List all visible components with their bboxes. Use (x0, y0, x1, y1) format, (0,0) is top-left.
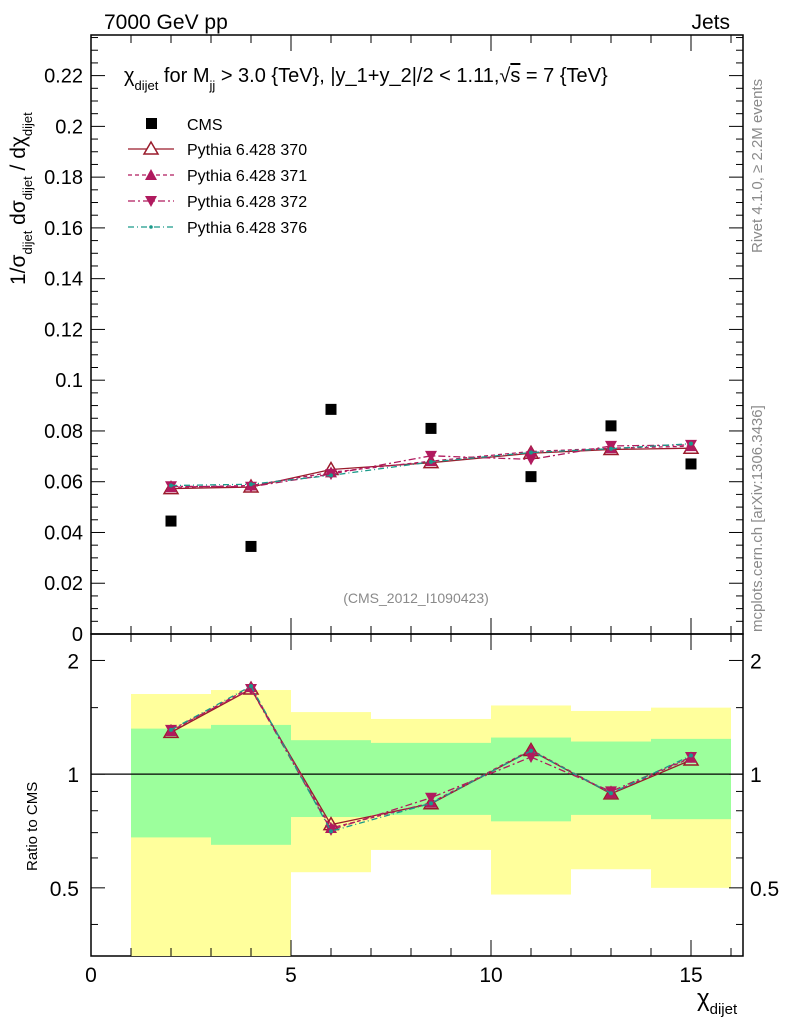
legend-marker-376 (149, 225, 153, 229)
series-point-372 (425, 450, 437, 462)
category-label: Jets (691, 11, 730, 34)
main-y-tick-label: 0.16 (44, 218, 83, 240)
cms-data-point (165, 515, 177, 527)
main-series-group (162, 403, 700, 552)
legend-marker-370 (142, 140, 160, 155)
legend-label-376: Pythia 6.428 376 (187, 220, 307, 237)
main-y-tick-label: 0.1 (55, 370, 83, 392)
legend-label-372: Pythia 6.428 372 (187, 194, 307, 211)
ratio-point-372 (245, 684, 257, 696)
x-axis-title: χdijet (697, 985, 738, 1018)
cms-data-point (325, 403, 337, 415)
band-inner-bin (571, 741, 651, 815)
x-tick-label: 15 (679, 964, 702, 987)
series-point-376 (169, 483, 173, 488)
series-point-376 (429, 459, 433, 464)
ratio-y-tick-label-right: 1 (750, 764, 762, 787)
uncertainty-bands (131, 690, 731, 956)
ratio-y-tick-label: 1 (67, 764, 79, 787)
main-y-tick-label: 0 (72, 624, 83, 646)
series-point-376 (329, 473, 333, 478)
plot-title: χdijet for Mjj > 3.0 {TeV}, |y_1+y_2|/2 … (124, 65, 608, 93)
series-point-372 (605, 440, 617, 452)
legend-marker-372 (145, 196, 157, 207)
x-tick-label: 5 (285, 964, 297, 987)
energy-label: 7000 GeV pp (104, 11, 228, 34)
main-y-tick-label: 0.06 (44, 472, 83, 494)
main-y-tick-label: 0.02 (44, 573, 83, 595)
band-inner-bin (211, 724, 291, 845)
ratio-plot-frame (90, 633, 744, 957)
series-point-372 (525, 454, 537, 466)
ratio-y-axis-title: Ratio to CMS (24, 782, 41, 871)
cms-data-point (425, 422, 437, 434)
main-y-tick-label: 0.2 (55, 116, 83, 138)
legend-label-370: Pythia 6.428 370 (187, 142, 307, 159)
band-inner-bin (131, 728, 211, 838)
x-tick-label: 10 (479, 964, 502, 987)
series-point-376 (529, 450, 533, 455)
legend-marker-cms (146, 118, 157, 129)
ratio-point-376 (249, 684, 253, 689)
ratio-y-axis: 0.5 0.5 1 1 2 2 (50, 650, 779, 925)
legend: CMS Pythia 6.428 370 Pythia 6.428 371 Py… (128, 117, 307, 237)
ratio-point-376 (169, 727, 173, 732)
ratio-point-376 (329, 829, 333, 834)
cms-data-point (245, 540, 257, 552)
main-y-tick-label: 0.22 (44, 66, 83, 88)
ratio-point-376 (529, 748, 533, 753)
ratio-y-tick-label: 2 (67, 650, 79, 673)
main-y-tick-label: 0.08 (44, 421, 83, 443)
x-tick-label: 0 (85, 964, 97, 987)
main-y-tick-label: 0.04 (44, 522, 83, 544)
cms-data-point (605, 420, 617, 432)
legend-label-371: Pythia 6.428 371 (187, 168, 307, 185)
analysis-tag: (CMS_2012_I1090423) (343, 590, 489, 606)
legend-label-cms: CMS (187, 117, 223, 134)
main-y-axis-title: 1/σdijet dσdijet / dχdijet (7, 112, 35, 285)
cms-data-point (525, 471, 537, 483)
main-y-tick-label: 0.14 (44, 269, 83, 291)
rivet-version-label: Rivet 4.1.0, ≥ 2.2M events (749, 79, 766, 253)
main-y-tick-label: 0.18 (44, 167, 83, 189)
ratio-point-376 (609, 791, 613, 796)
ratio-series-group (162, 680, 700, 836)
ratio-point-372 (525, 752, 537, 764)
series-point-376 (609, 446, 613, 451)
band-inner-bin (651, 738, 731, 820)
ratio-y-tick-label-right: 0.5 (750, 878, 779, 901)
x-axis: 0 5 10 15 (85, 35, 732, 987)
ratio-y-tick-label: 0.5 (50, 878, 79, 901)
ratio-point-372 (425, 792, 437, 804)
main-y-axis: 0 0.02 0.04 0.06 0.08 0.1 0.12 0.14 0.16 0.18 0.2 0… (44, 37, 743, 646)
legend-marker-371 (145, 169, 157, 180)
main-y-tick-label: 0.12 (44, 319, 83, 341)
mcplots-label: mcplots.cern.ch [arXiv:1306.3436] (749, 405, 766, 632)
ratio-point-376 (689, 753, 693, 758)
ratio-y-tick-label-right: 2 (750, 650, 762, 673)
cms-data-point (685, 458, 697, 470)
svg-text:1/σdijet dσdijet / dχdijet: 1/σdijet dσdijet / dχdijet (7, 112, 35, 285)
series-point-376 (249, 482, 253, 487)
series-point-376 (689, 441, 693, 446)
ratio-point-376 (429, 801, 433, 806)
